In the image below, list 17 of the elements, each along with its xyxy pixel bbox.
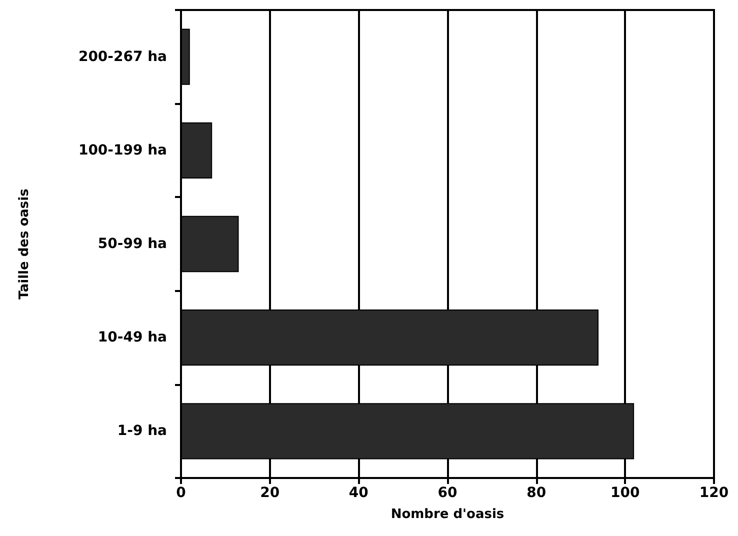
bar	[181, 122, 212, 178]
x-tick-label: 60	[438, 485, 458, 501]
y-axis-title: Taille des oasis	[17, 188, 32, 300]
x-tick-label: 120	[699, 485, 729, 501]
y-tick-label: 10-49 ha	[98, 330, 167, 346]
x-tick-label: 0	[176, 485, 186, 501]
y-tick-label: 100-199 ha	[78, 142, 167, 158]
x-axis-title: Nombre d'oasis	[390, 507, 504, 522]
y-tick-label: 1-9 ha	[117, 423, 167, 440]
x-tick-label: 100	[610, 485, 640, 501]
x-tick-label: 20	[260, 485, 280, 501]
x-tick-label: 80	[526, 485, 546, 501]
y-tick-label: 50-99 ha	[98, 236, 167, 252]
x-tick-label: 40	[348, 485, 369, 501]
bar	[181, 216, 239, 272]
bar	[181, 28, 190, 85]
y-tick-label: 200-267 ha	[78, 48, 167, 65]
